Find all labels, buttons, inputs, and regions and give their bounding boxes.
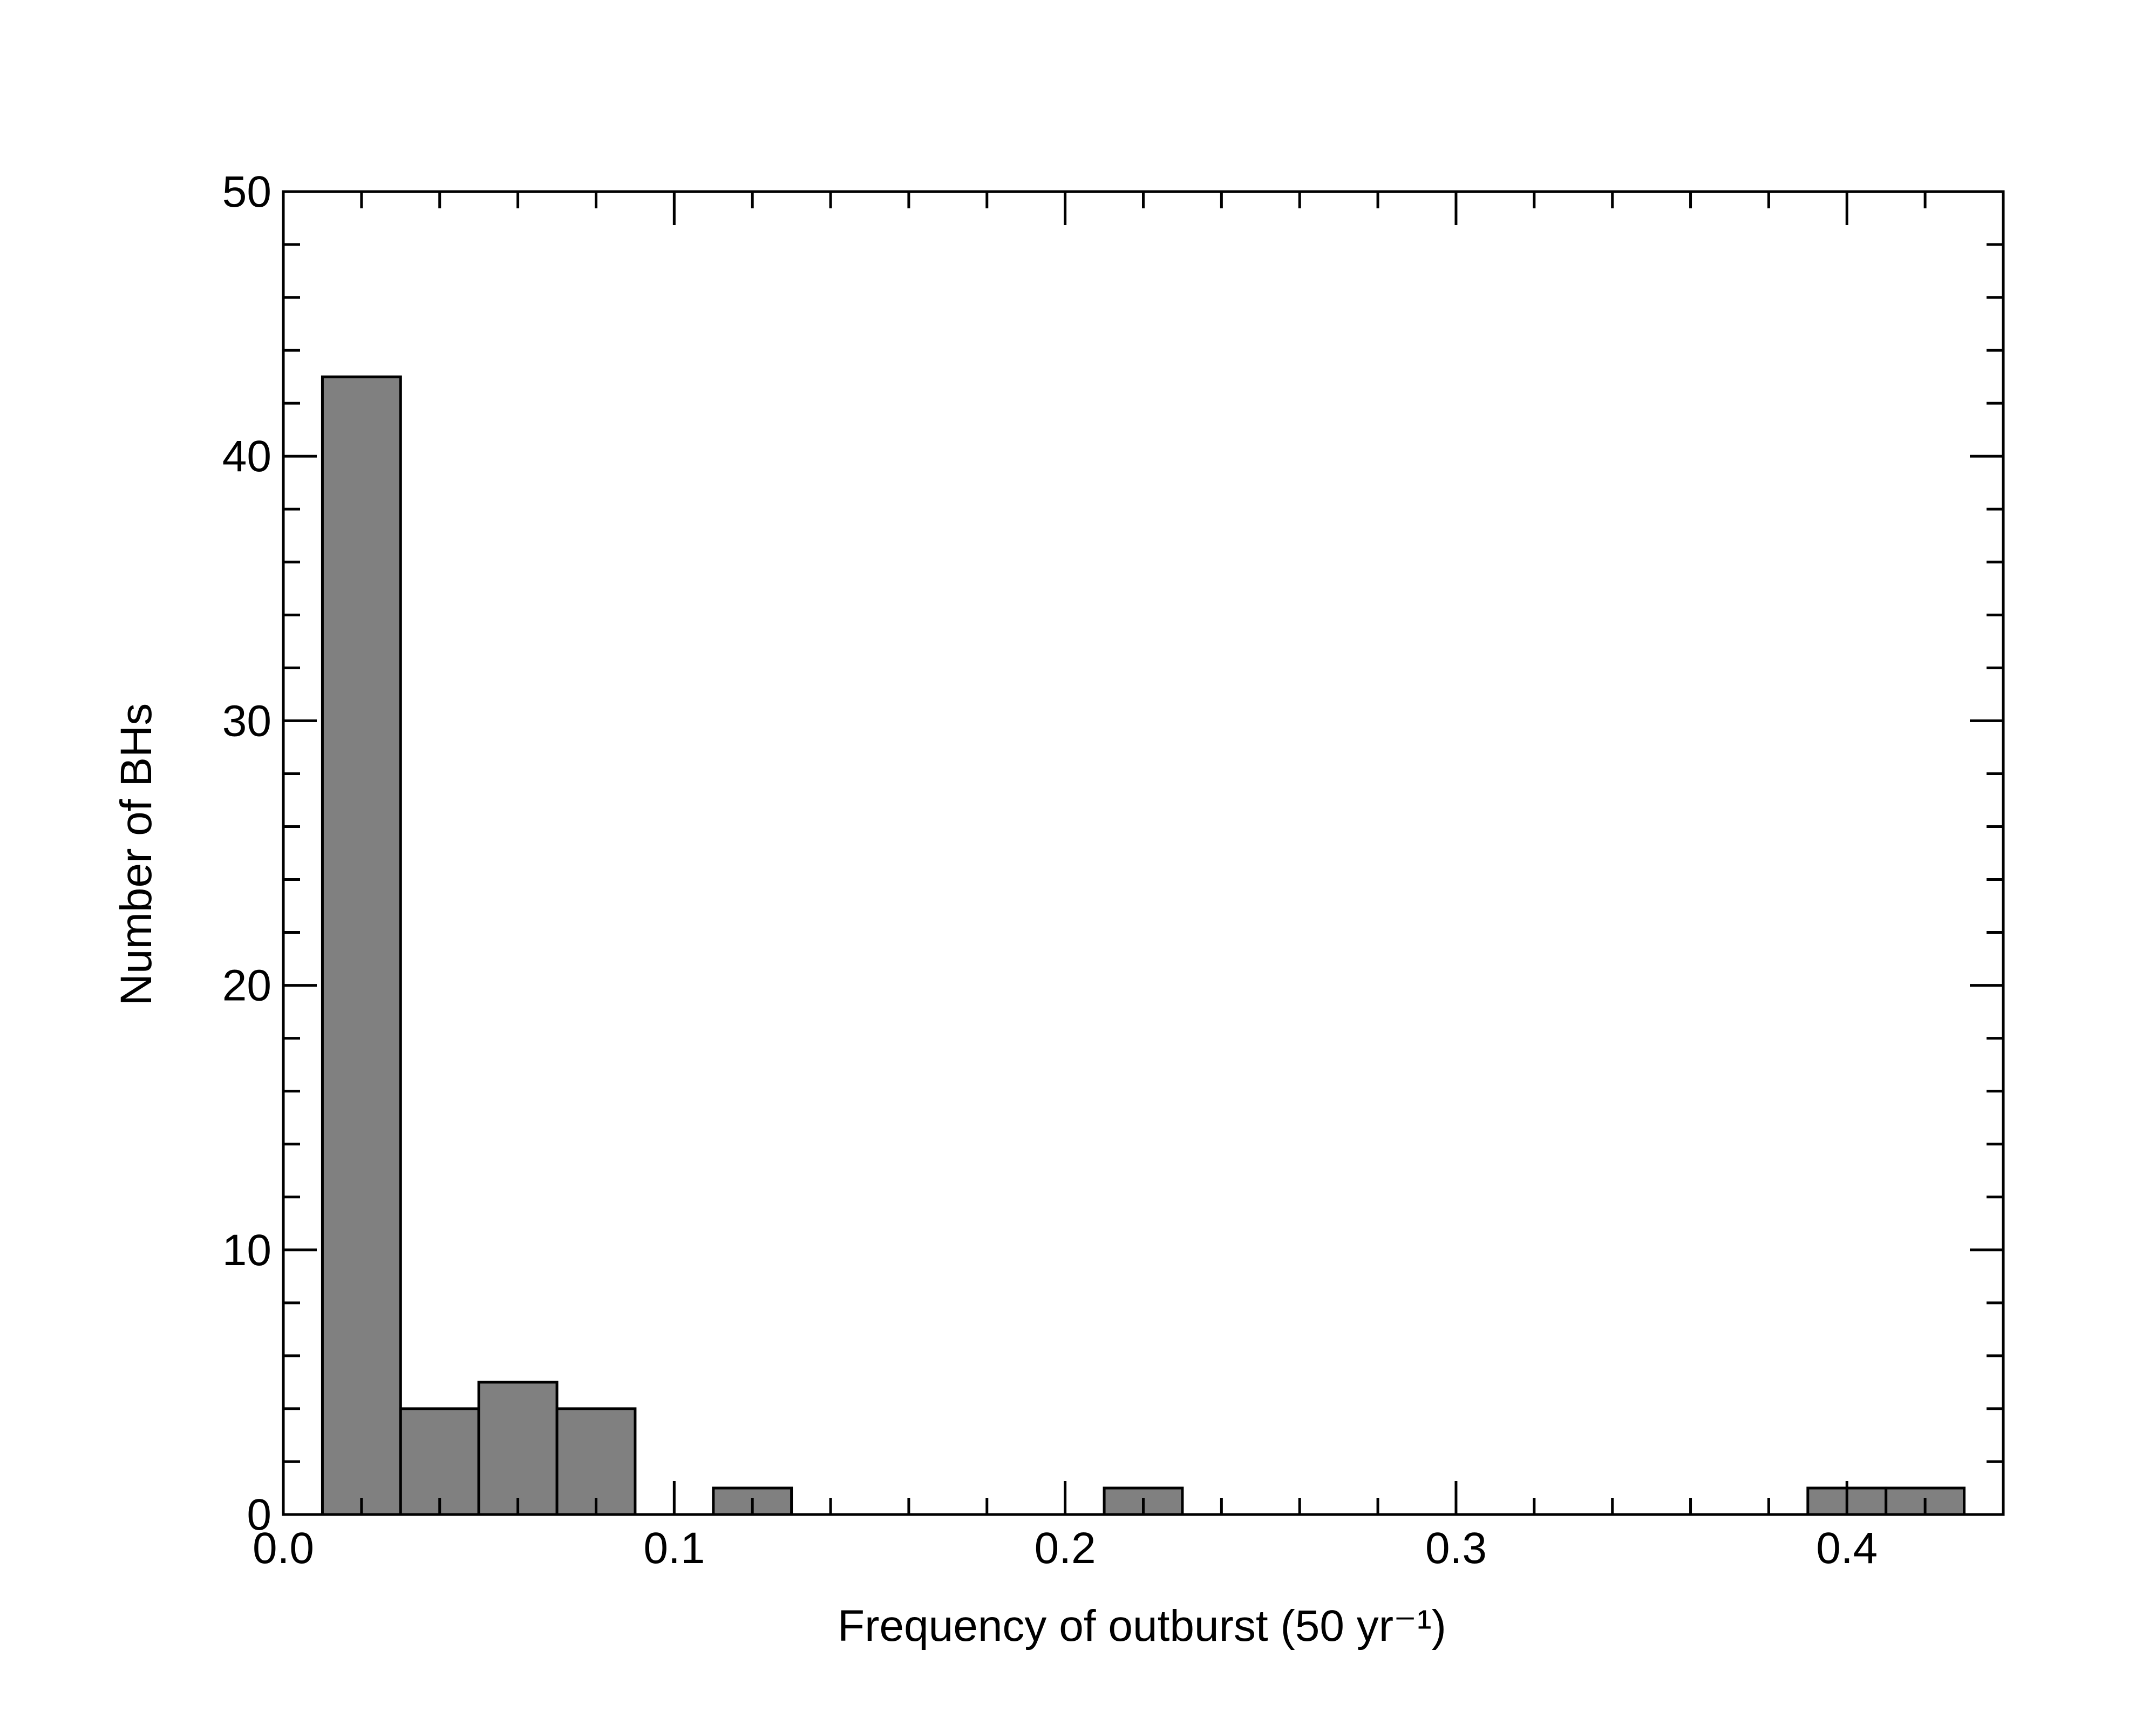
bar [399,1407,480,1516]
bar [555,1407,637,1516]
x-tick-label: 0.1 [643,1524,705,1573]
plot-frame [282,190,2005,1516]
y-tick-label: 0 [247,1490,271,1539]
bar [321,375,402,1516]
y-tick-label: 10 [222,1226,271,1275]
bar [477,1381,559,1516]
x-tick-label: 0.0 [253,1524,314,1573]
y-tick-label: 30 [222,696,271,745]
x-axis-label: Frequency of outburst (50 yr⁻¹) [838,1601,1446,1651]
y-tick-label: 50 [222,167,271,216]
x-tick-label: 0.2 [1035,1524,1096,1573]
y-axis-label: Number of BHs [112,703,161,1006]
x-tick-label: 0.3 [1425,1524,1487,1573]
y-tick-label: 20 [222,961,271,1010]
x-tick-label: 0.4 [1816,1524,1878,1573]
y-tick-label: 40 [222,432,271,481]
